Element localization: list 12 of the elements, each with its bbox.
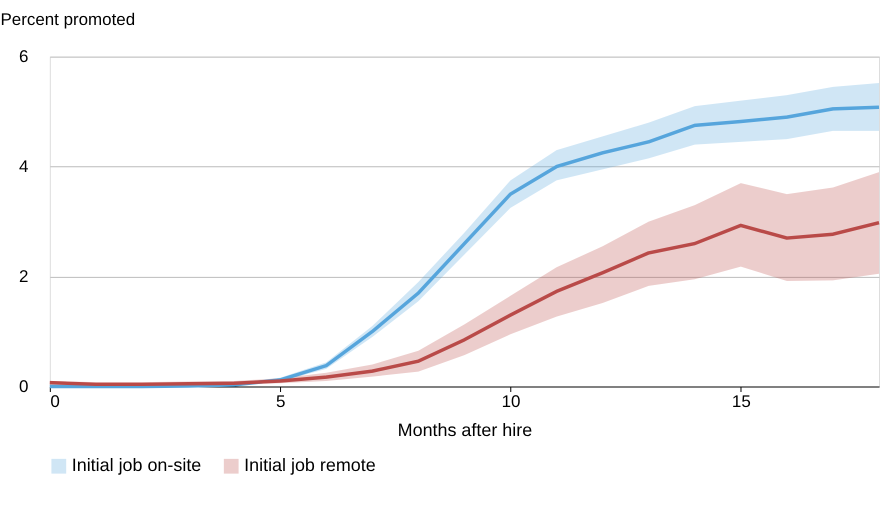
x-tick-label: 0 (50, 392, 60, 411)
y-tick-label: 6 (18, 47, 28, 66)
y-tick-label: 2 (18, 267, 28, 286)
x-tick-label: 5 (276, 392, 286, 411)
x-axis-title: Months after hire (398, 420, 532, 440)
x-tick-label: 15 (732, 392, 751, 411)
legend-label: Initial job remote (244, 455, 376, 476)
y-tick-label: 4 (18, 157, 28, 176)
y-axis-title: Percent promoted (0, 10, 136, 30)
legend-label: Initial job on-site (72, 455, 202, 476)
x-tick-label: 10 (502, 392, 520, 411)
y-tick-label: 0 (18, 376, 28, 396)
